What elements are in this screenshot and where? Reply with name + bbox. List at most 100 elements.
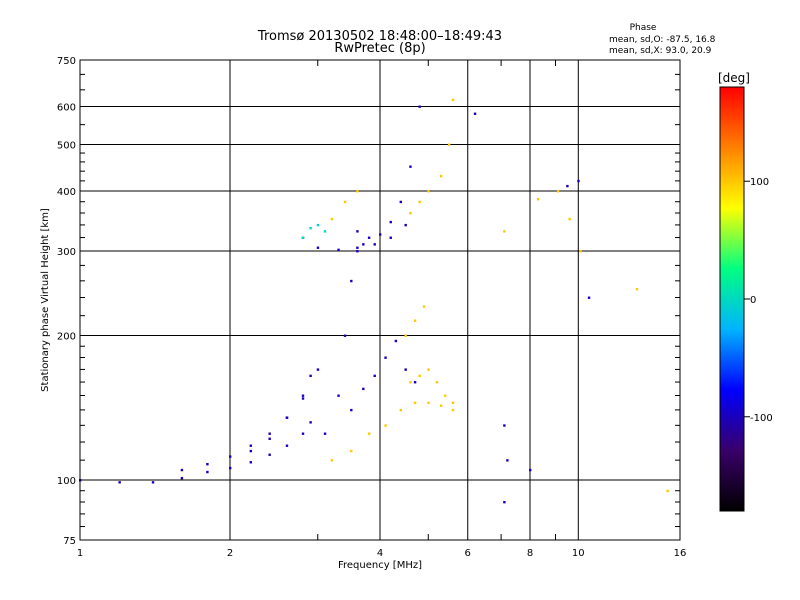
colorbar-tick-label: 100	[750, 177, 769, 188]
data-point	[418, 105, 421, 108]
data-point	[343, 334, 347, 337]
data-point	[413, 401, 417, 404]
plot-frame	[79, 59, 681, 541]
colorbar-tick-label: -100	[750, 413, 773, 424]
y-tick-label: 600	[57, 103, 76, 114]
data-point	[337, 248, 340, 252]
data-point	[350, 279, 353, 283]
data-point	[316, 223, 320, 227]
y-tick-label: 750	[57, 56, 76, 67]
y-tick-label: 100	[57, 476, 76, 487]
data-point	[503, 230, 506, 233]
data-point	[568, 217, 571, 221]
data-point	[330, 217, 334, 221]
data-point	[418, 374, 421, 378]
data-point	[536, 198, 540, 201]
data-point	[206, 462, 209, 466]
data-point	[309, 421, 312, 424]
data-points	[79, 98, 669, 504]
data-point	[249, 444, 253, 447]
y-tick-label: 400	[57, 187, 76, 198]
data-point	[118, 481, 121, 484]
y-tick-label: 200	[57, 332, 76, 343]
data-point	[587, 296, 591, 299]
data-point	[389, 220, 392, 224]
y-axis-label: Stationary phase Virtual Height [km]	[40, 208, 51, 392]
data-point	[579, 250, 582, 253]
data-point	[422, 305, 426, 308]
data-point	[206, 470, 209, 474]
data-point	[566, 184, 569, 188]
data-point	[309, 227, 312, 230]
data-point	[413, 319, 417, 322]
data-point	[418, 200, 421, 204]
data-point	[404, 368, 407, 371]
y-tick-label: 75	[63, 536, 76, 547]
chart-subtitle: RwPretec (8p)	[334, 41, 425, 56]
x-tick-label: 6	[465, 548, 471, 559]
x-tick-label: 4	[377, 548, 383, 559]
data-point	[301, 397, 305, 400]
data-point	[435, 381, 439, 384]
x-axis-label: Frequency [MHz]	[338, 560, 422, 571]
data-point	[249, 461, 253, 464]
data-point	[356, 230, 359, 233]
data-point	[635, 288, 639, 291]
data-point	[413, 381, 417, 384]
data-point	[399, 200, 403, 204]
data-point	[350, 449, 353, 453]
data-point	[316, 368, 320, 371]
data-point	[577, 179, 580, 183]
colorbar-ticks: 100 0 -100	[744, 177, 773, 424]
data-point	[409, 212, 412, 215]
data-point	[285, 416, 289, 419]
colorbar	[719, 86, 745, 512]
data-point	[180, 468, 184, 472]
data-point	[404, 334, 407, 337]
data-point	[180, 476, 184, 480]
data-point	[399, 408, 403, 412]
data-point	[309, 374, 312, 378]
data-point	[330, 459, 334, 462]
data-point	[362, 243, 365, 246]
data-point	[356, 250, 359, 253]
data-point	[384, 356, 387, 359]
data-point	[451, 401, 455, 404]
grid	[80, 60, 680, 540]
x-tick-label: 2	[227, 548, 233, 559]
colorbar-label: [deg]	[718, 71, 750, 85]
data-point	[439, 174, 443, 178]
data-point	[367, 432, 371, 435]
data-point	[367, 236, 371, 239]
axis-ticks: 1 2 4 6 8 10 16 75 100 200 300 400 500 600 750	[57, 56, 686, 559]
data-point	[439, 404, 443, 407]
data-point	[285, 444, 289, 447]
data-point	[503, 424, 506, 427]
data-point	[323, 432, 327, 435]
data-point	[427, 190, 430, 193]
x-tick-label: 1	[77, 548, 83, 559]
data-point	[301, 432, 305, 435]
data-point	[451, 98, 455, 102]
y-tick-label: 500	[57, 141, 76, 152]
data-point	[229, 455, 232, 458]
chart-title: Tromsø 20130502 18:48:00–18:49:43	[257, 29, 502, 44]
data-point	[666, 489, 669, 493]
data-point	[443, 394, 447, 397]
data-point	[301, 236, 305, 239]
stats-heading: Phase	[630, 23, 657, 33]
data-point	[249, 449, 253, 453]
data-point	[409, 381, 412, 384]
data-point	[379, 233, 382, 236]
data-point	[506, 459, 509, 462]
data-point	[350, 408, 353, 412]
data-point	[362, 387, 365, 391]
data-point	[316, 246, 320, 249]
data-point	[373, 243, 376, 246]
data-point	[268, 432, 271, 435]
data-point	[451, 408, 455, 412]
data-point	[301, 394, 305, 397]
data-point	[503, 500, 506, 504]
data-point	[337, 394, 340, 397]
